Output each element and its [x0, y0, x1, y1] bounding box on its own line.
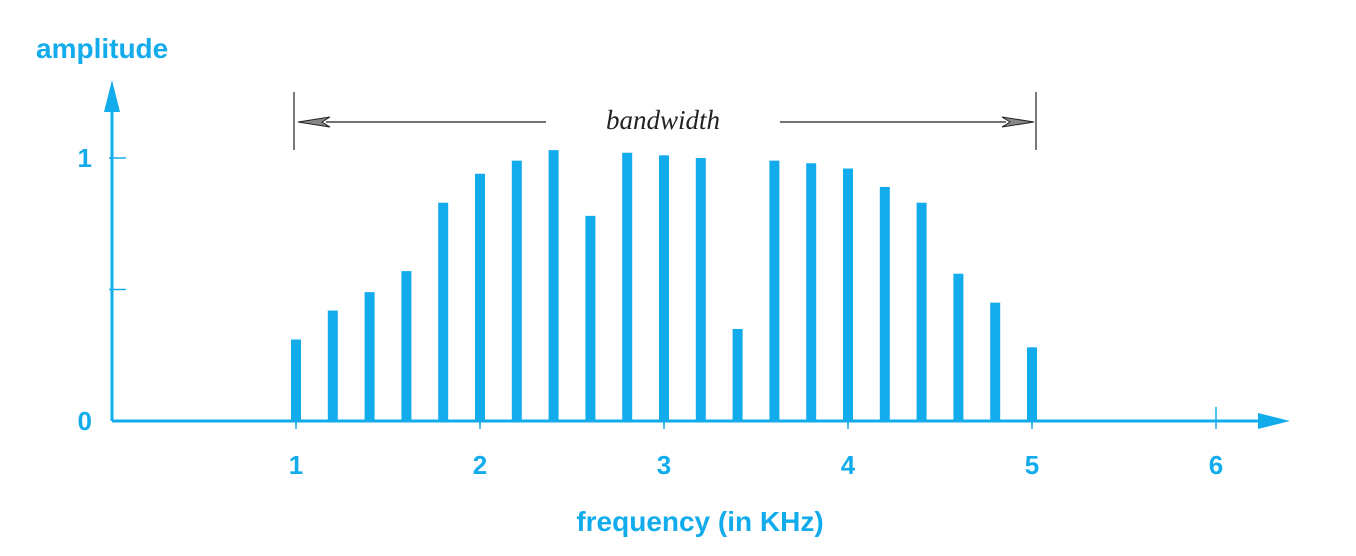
bar — [659, 155, 669, 421]
x-tick-label: 4 — [841, 450, 856, 480]
bar — [1027, 347, 1037, 421]
x-axis-arrow — [1258, 413, 1290, 429]
x-axis-label: frequency (in KHz) — [576, 506, 823, 537]
labels: amplitude frequency (in KHz) bandwidth — [36, 33, 824, 537]
bar — [401, 271, 412, 421]
bar — [695, 158, 706, 421]
bandwidth-annotation — [293, 92, 1037, 150]
bar — [622, 152, 633, 422]
bar — [511, 160, 522, 421]
bar — [916, 202, 927, 421]
bar — [438, 202, 449, 421]
bar — [990, 302, 1001, 421]
bar — [953, 273, 964, 421]
x-tick-label: 1 — [289, 450, 303, 480]
bandwidth-right-arrowhead — [1001, 116, 1035, 128]
y-tick-label: 1 — [78, 143, 92, 173]
bar — [879, 186, 890, 421]
bar — [291, 339, 301, 421]
y-axis-label: amplitude — [36, 33, 168, 64]
bar — [806, 163, 817, 421]
y-axis-arrow — [104, 80, 120, 112]
bar — [364, 292, 375, 421]
axes: 0 1 1 2 3 4 5 6 — [78, 80, 1290, 480]
bandwidth-left-arrowhead — [297, 116, 331, 128]
bar — [843, 168, 853, 421]
bar — [585, 215, 596, 421]
x-tick-label: 6 — [1209, 450, 1223, 480]
x-tick-label: 2 — [473, 450, 487, 480]
bar — [769, 160, 780, 421]
x-tick-label: 3 — [657, 450, 671, 480]
bar — [548, 150, 559, 422]
bar — [732, 328, 743, 421]
bar — [327, 310, 338, 421]
bars — [291, 150, 1037, 422]
bandwidth-label: bandwidth — [606, 105, 720, 135]
y-tick-label: 0 — [78, 406, 92, 436]
bar — [475, 173, 485, 421]
x-tick-label: 5 — [1025, 450, 1039, 480]
